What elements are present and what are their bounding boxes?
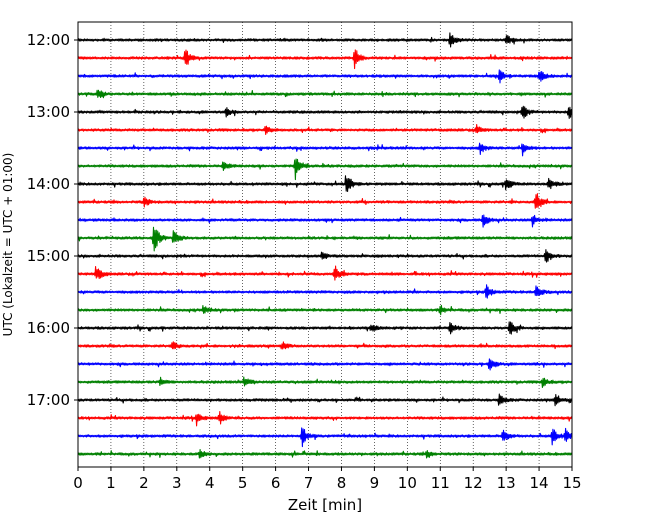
x-tick-label: 4 — [205, 474, 215, 492]
x-tick-label: 1 — [106, 474, 116, 492]
y-tick-label: 15:00 — [27, 247, 70, 265]
y-axis: 12:00 13:00 14:00 15:00 16:00 17:00 — [27, 31, 78, 409]
x-tick-label: 6 — [271, 474, 281, 492]
y-tick-label: 14:00 — [27, 175, 70, 193]
seismic-trace — [77, 226, 573, 252]
seismic-trace — [77, 249, 573, 263]
x-tick-label: 10 — [398, 474, 417, 492]
seismic-trace — [77, 265, 573, 281]
x-tick-label: 9 — [370, 474, 380, 492]
x-axis: 0 1 2 3 4 5 6 7 8 9 10 11 12 13 14 15 — [73, 467, 582, 492]
seismic-trace — [77, 142, 573, 157]
seismic-trace — [77, 393, 573, 407]
grid-lines — [110, 22, 540, 467]
seismic-trace — [77, 105, 573, 119]
seismic-trace — [77, 448, 573, 459]
seismic-trace — [77, 410, 573, 427]
seismic-trace — [77, 32, 573, 48]
seismic-trace — [77, 427, 573, 448]
seismic-trace — [77, 193, 573, 209]
x-tick-label: 8 — [337, 474, 347, 492]
x-tick-label: 7 — [304, 474, 314, 492]
seismic-trace — [77, 376, 573, 388]
trace-group — [77, 32, 573, 459]
y-tick-label: 12:00 — [27, 31, 70, 49]
x-tick-label: 11 — [431, 474, 450, 492]
seismic-trace — [77, 214, 573, 228]
seismic-trace — [77, 158, 573, 181]
seismic-trace — [77, 284, 573, 299]
seismic-trace — [77, 341, 573, 350]
x-tick-label: 0 — [73, 474, 83, 492]
plot-frame — [77, 21, 573, 468]
seismic-trace — [77, 49, 573, 70]
x-tick-label: 13 — [497, 474, 516, 492]
x-tick-label: 5 — [238, 474, 248, 492]
seismic-trace — [77, 123, 573, 136]
seismic-trace — [77, 321, 573, 335]
x-tick-label: 3 — [172, 474, 182, 492]
x-tick-label: 14 — [530, 474, 549, 492]
y-tick-label: 16:00 — [27, 319, 70, 337]
x-tick-label: 15 — [562, 474, 581, 492]
seismic-trace — [77, 175, 573, 193]
seismic-trace — [77, 89, 573, 99]
x-tick-label: 2 — [139, 474, 149, 492]
seismic-trace — [77, 69, 573, 84]
y-tick-label: 13:00 — [27, 103, 70, 121]
y-axis-label: UTC (Lokalzeit = UTC + 01:00) — [1, 153, 15, 337]
seismic-trace — [77, 358, 573, 371]
x-axis-label: Zeit [min] — [288, 496, 362, 514]
seismic-trace — [77, 304, 573, 316]
y-tick-label: 17:00 — [27, 391, 70, 409]
x-tick-label: 12 — [464, 474, 483, 492]
